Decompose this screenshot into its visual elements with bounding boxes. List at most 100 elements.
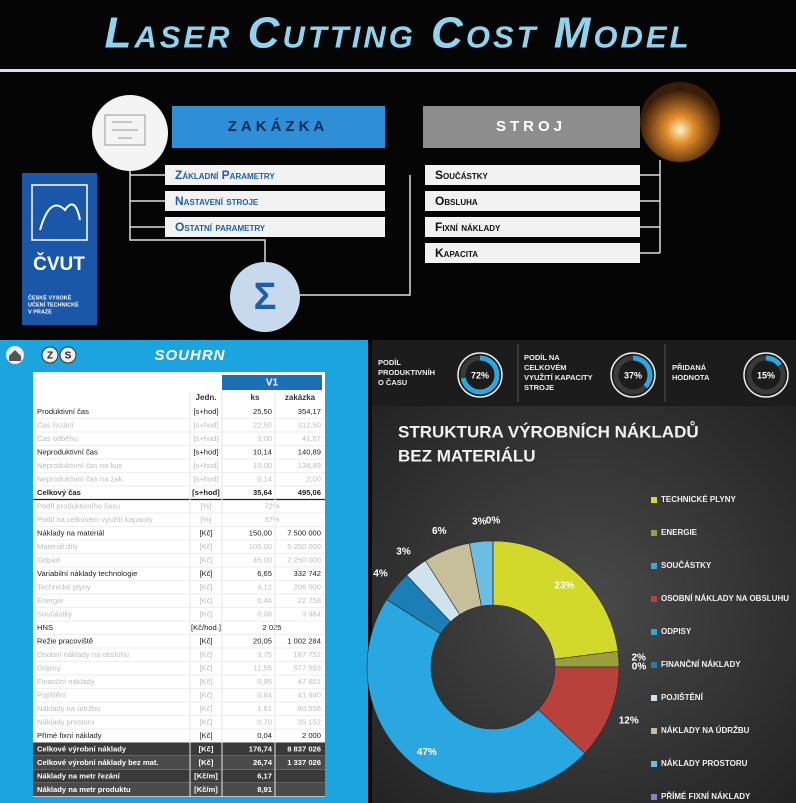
cell: Režie pracoviště [37, 636, 93, 645]
column-header: ks [251, 393, 260, 402]
legend-label: TECHNICKÉ PLYNY [661, 495, 736, 504]
cell: [Kč] [199, 717, 212, 726]
nav-button[interactable] [59, 346, 77, 364]
menu-item[interactable] [425, 165, 640, 185]
connector [129, 170, 266, 262]
legend-label: ODPISY [661, 627, 692, 636]
legend-label: FINANČNÍ NÁKLADY [661, 660, 741, 669]
divider [0, 69, 796, 72]
cell: [Kč] [199, 596, 212, 605]
slice-label: 3% [472, 516, 487, 527]
kpi-label: PODÍL NA [524, 353, 560, 362]
menu-item[interactable] [425, 243, 640, 263]
cell: [Kč] [199, 663, 212, 672]
legend-label: OSOBNÍ NÁKLADY NA OBSLUHU [661, 594, 789, 603]
cell: 176,74 [249, 744, 273, 753]
cell: 206 000 [294, 582, 321, 591]
kpi-label: CELKOVÉM [524, 363, 567, 372]
cell: Produktivní čas [37, 407, 89, 416]
slice-label: 0% [486, 516, 501, 527]
nav-button[interactable] [41, 346, 59, 364]
kpi-label: O ČASU [378, 378, 407, 387]
cell: 2 025 [262, 623, 281, 632]
kpi-label: PRODUKTIVNÍH [378, 368, 435, 377]
cell: Čas odběhu [37, 434, 78, 443]
cell: [Kč] [199, 542, 212, 551]
menu-item-label: Obsluha [435, 194, 478, 208]
cell: 3,75 [257, 650, 272, 659]
section-title: STROJ [496, 118, 566, 135]
logo [22, 173, 97, 325]
cell: [%] [201, 515, 212, 524]
cell: [%] [201, 501, 212, 510]
cell: 187 752 [294, 650, 321, 659]
kpi-label: HODNOTA [672, 373, 710, 382]
cell: 25,50 [253, 407, 272, 416]
laser-image [640, 82, 720, 162]
legend-swatch [651, 629, 657, 635]
legend-label: NÁKLADY NA ÚDRŽBU [661, 726, 750, 735]
legend-swatch [651, 695, 657, 701]
logo-text: V PRAZE [28, 309, 52, 315]
cell: [s+hod] [192, 488, 220, 497]
cell: 1,61 [257, 704, 272, 713]
cell: [Kč] [199, 758, 214, 767]
slice-label: 4% [373, 569, 388, 580]
legend-swatch [651, 794, 657, 800]
cell: 577 553 [294, 663, 321, 672]
cell: 0,95 [257, 677, 272, 686]
menu-item[interactable] [165, 217, 385, 237]
sketch-lines [104, 114, 146, 146]
donut-slice [366, 599, 586, 794]
menu-item[interactable] [165, 191, 385, 211]
cell: Finanční náklady [37, 677, 95, 686]
row-background [33, 756, 325, 770]
cell: Neproduktivní čas na kus [37, 461, 122, 470]
cell: Technické plyny [37, 582, 91, 591]
row-background [33, 742, 325, 756]
cell: 8,91 [257, 785, 273, 794]
cell: 3 984 [302, 609, 321, 618]
nav-button-label: Z [47, 351, 53, 362]
cell: 26,74 [253, 758, 273, 767]
cell: [s+hod] [193, 420, 218, 429]
cell: 5 250 000 [287, 542, 321, 551]
logo-name: ČVUT [33, 253, 85, 275]
cell: [Kč] [199, 528, 212, 537]
cell: 37% [264, 515, 279, 524]
kpi-arc [460, 355, 500, 395]
menu-item[interactable] [425, 217, 640, 237]
cell: 3,00 [257, 434, 272, 443]
cell: 22,50 [253, 420, 272, 429]
logo-text: ČESKÉ VYSOKÉ [28, 293, 72, 301]
cell: 2 250 000 [287, 555, 321, 564]
kpi-ring [610, 352, 656, 398]
cell: Náklady na materiál [37, 528, 104, 537]
kpi-label: VYUŽITÍ KAPACITY [524, 373, 593, 382]
menu-item-label: Kapacita [435, 246, 478, 260]
kpi-value: 37% [624, 370, 642, 380]
cell: [Kč/m] [194, 771, 218, 780]
menu-item[interactable] [165, 165, 385, 185]
cell: 150,00 [249, 528, 272, 537]
row-background [33, 783, 325, 797]
cell: Náklady na metr řezání [37, 771, 121, 780]
cell: 80 556 [298, 704, 321, 713]
cell: 0,08 [257, 609, 272, 618]
cell: 105,00 [249, 542, 272, 551]
cell: [Kč] [199, 731, 212, 740]
legend-swatch [651, 530, 657, 536]
cell: 22 758 [298, 596, 321, 605]
cell: 41,67 [302, 434, 321, 443]
variant-header [222, 375, 322, 390]
home-button[interactable] [6, 346, 24, 364]
cell: 10,00 [253, 461, 272, 470]
legend-label: POJIŠTĚNÍ [661, 693, 704, 702]
menu-item[interactable] [425, 191, 640, 211]
cell: [Kč] [199, 636, 212, 645]
cell: Materiál díly [37, 542, 78, 551]
cell: 6,65 [257, 569, 272, 578]
cell: 6,17 [257, 771, 272, 780]
legend-swatch [651, 497, 657, 503]
cell: [Kč] [199, 677, 212, 686]
